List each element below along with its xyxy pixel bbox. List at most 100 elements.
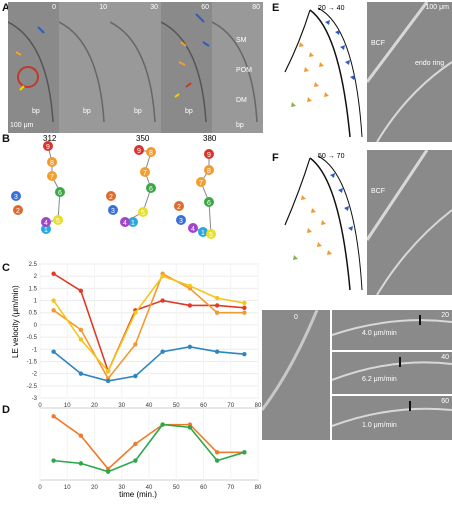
- data-point: [133, 373, 138, 379]
- x-tick-label: 20: [91, 403, 98, 408]
- bp-label: bp: [185, 108, 193, 115]
- chart-c: 2.521.510.50-0.5-1-1.5-2-2.5-30 10 20 30 40 5…: [11, 262, 262, 409]
- endo-label: endo ring: [415, 60, 445, 67]
- panel-a-frame-0: 0 bp 100 μm: [8, 2, 59, 133]
- panel-b-node-number: 4: [44, 220, 48, 227]
- panel-f-image: BCF: [367, 150, 452, 295]
- x-tick-label: 60: [200, 485, 207, 491]
- speed-label: 6.2 μm/min: [362, 376, 397, 383]
- x-tick-label: 0: [38, 403, 42, 408]
- frame-time: 0: [52, 4, 56, 11]
- x-tick-label: 80: [255, 485, 262, 491]
- data-point: [78, 371, 84, 376]
- bp-label: bp: [134, 108, 142, 115]
- x-tick-label: 20: [91, 485, 98, 491]
- panel-a: 0 bp 100 μm 10 bp 30 bp 60 bp 80 SM POM …: [8, 2, 263, 133]
- panel-b-node: [55, 187, 65, 197]
- frame-time: 40: [441, 354, 449, 361]
- series-line: [53, 415, 245, 471]
- data-point: [51, 271, 56, 276]
- y-tick-label: -2.5: [27, 384, 38, 390]
- panel-b-node-number: 3: [179, 218, 183, 225]
- x-tick-label: 10: [64, 403, 71, 408]
- data-point: [214, 349, 220, 354]
- panel-b-node-number: 2: [16, 208, 20, 215]
- panel-b-node: [41, 217, 51, 227]
- chart-d: 0 10 20 30 40 50 60 70 80 time (min.): [38, 407, 262, 499]
- x-tick-label: 30: [118, 403, 125, 408]
- panel-b-node: [204, 149, 214, 159]
- panel-d-letter: D: [2, 404, 10, 416]
- panel-b-node-number: 7: [143, 170, 147, 177]
- panel-b-node: [53, 215, 63, 225]
- panel-b-node: [188, 223, 198, 233]
- data-point: [214, 310, 220, 315]
- panel-e-letter: E: [272, 2, 280, 14]
- panel-a-letter: A: [2, 2, 10, 14]
- frame-time: 30: [150, 4, 158, 11]
- panel-g-frame-20: 20 4.0 μm/min: [332, 310, 452, 350]
- panel-b-time: 380: [203, 134, 217, 143]
- panel-g-frame-40: 40 6.2 μm/min: [332, 352, 452, 394]
- panel-b-node-number: 1: [201, 230, 205, 237]
- panel-b-node: [47, 171, 57, 181]
- panel-b-node: [174, 201, 184, 211]
- panel-b-node: [206, 229, 216, 239]
- panel-b-node-number: 1: [131, 220, 135, 227]
- series-line: [53, 423, 245, 473]
- y-tick-label: 0: [34, 323, 38, 329]
- data-point: [78, 327, 84, 332]
- x-tick-label: 30: [118, 485, 125, 491]
- data-point: [187, 425, 193, 430]
- series-line: [53, 346, 245, 382]
- panel-d: 0 10 20 30 40 50 60 70 80 time (min.): [8, 402, 263, 500]
- data-point: [51, 349, 56, 354]
- data-point: [160, 422, 165, 427]
- panel-b-node-number: 7: [199, 180, 203, 187]
- panel-b-node-number: 6: [149, 186, 153, 193]
- bp-label: bp: [83, 108, 91, 115]
- panel-b-node-number: 9: [137, 148, 141, 155]
- panel-g-frame-0: 0: [262, 310, 330, 440]
- panel-b-node: [41, 224, 51, 234]
- panel-b-node: [204, 165, 214, 175]
- panel-b-time: 312: [43, 134, 57, 143]
- panel-b-node-number: 6: [207, 200, 211, 207]
- x-tick-label: 40: [146, 485, 153, 491]
- panel-b-node: [120, 217, 130, 227]
- panel-b-node-number: 8: [50, 160, 54, 167]
- y-tick-label: -1: [32, 347, 38, 353]
- data-point: [51, 458, 56, 463]
- panel-b-node: [43, 141, 53, 151]
- x-tick-label: 50: [173, 403, 180, 408]
- bcf-label: BCF: [371, 40, 385, 47]
- panel-b-node-number: 2: [177, 204, 181, 211]
- panel-e-image: 100 μm BCF endo ring: [367, 2, 452, 142]
- series-line: [53, 273, 245, 374]
- panel-b-node: [128, 217, 138, 227]
- y-tick-label: 2.5: [29, 262, 38, 268]
- panel-b-node: [13, 205, 23, 215]
- data-point: [242, 351, 247, 357]
- data-point: [78, 433, 84, 438]
- x-tick-label: 10: [64, 485, 71, 491]
- panel-f-range: 50 → 70: [318, 153, 345, 160]
- chart-d-xlabel: time (min.): [119, 490, 157, 499]
- y-tick-label: 1: [34, 299, 38, 305]
- panel-b-node-number: 9: [46, 144, 50, 151]
- frame-time: 20: [441, 312, 449, 319]
- data-point: [214, 450, 220, 455]
- panel-b-node: [11, 191, 21, 201]
- panel-b-node-number: 4: [191, 226, 195, 233]
- y-tick-label: -0.5: [27, 335, 38, 341]
- bp-label: bp: [236, 122, 244, 129]
- x-tick-label: 70: [227, 403, 234, 408]
- sm-label: SM: [236, 37, 247, 44]
- data-point: [242, 450, 247, 455]
- data-point: [187, 303, 193, 308]
- data-point: [105, 469, 111, 474]
- data-point: [242, 305, 247, 311]
- x-tick-label: 0: [38, 485, 42, 491]
